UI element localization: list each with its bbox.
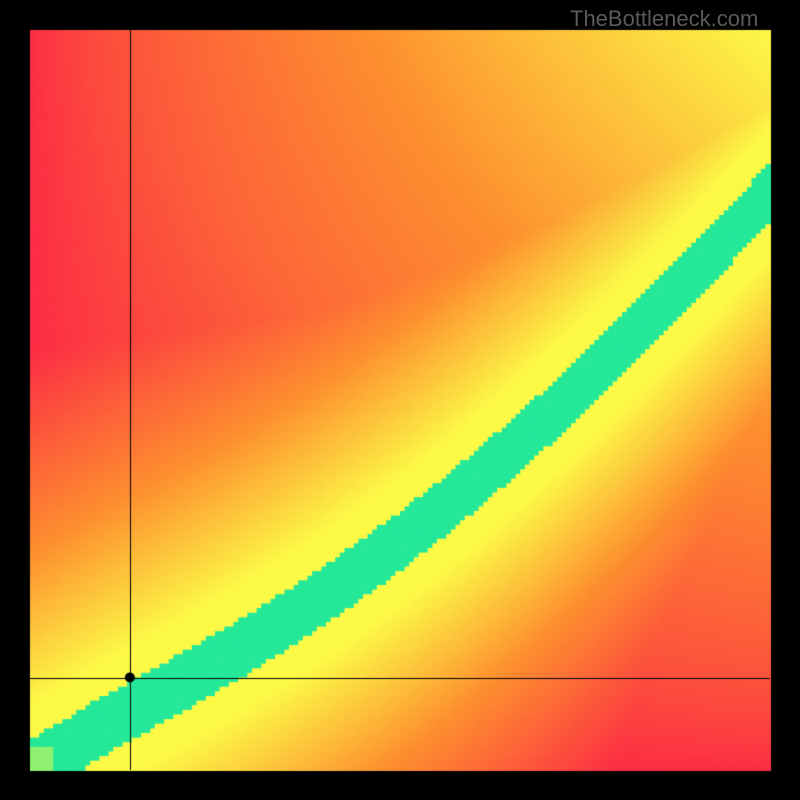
bottleneck-heatmap-canvas xyxy=(0,0,800,800)
chart-container: TheBottleneck.com xyxy=(0,0,800,800)
watermark-label: TheBottleneck.com xyxy=(570,6,758,32)
